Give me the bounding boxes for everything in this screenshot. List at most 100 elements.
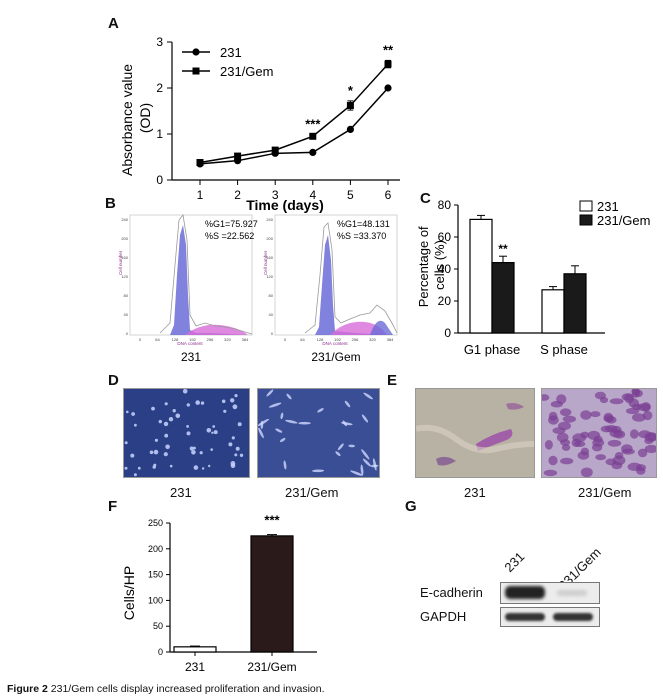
chart-c-y-axis-label: Percentage of cells (%): [416, 223, 447, 308]
cell-body: [283, 460, 287, 470]
chart-a-point-231-gem: [309, 132, 317, 140]
flow-x-tick-label: 64: [300, 337, 305, 342]
invaded-cell: [607, 439, 622, 447]
flow-y-tick-label: 80: [269, 293, 274, 298]
chart-a-legend-label: 231/Gem: [220, 64, 273, 79]
invaded-cell: [631, 388, 641, 398]
invaded-cell: [548, 455, 558, 466]
cell-nucleus: [237, 422, 242, 427]
chart-c-bar-231: [469, 218, 493, 334]
cell-body: [344, 400, 351, 408]
invaded-cell: [613, 430, 626, 439]
flow-xlabel: DNA content: [177, 341, 203, 346]
chart-a-point-231-gem: [346, 101, 354, 109]
cell-nucleus: [175, 413, 181, 419]
cell-nucleus: [131, 412, 135, 416]
g1-peak: [315, 235, 393, 335]
chart-f-y-axis-label: Cells/HP: [121, 566, 137, 620]
cell-body: [317, 408, 324, 413]
flow-histogram-231-gem: %G1=48.131 %S =33.370 Cell number DNA co…: [263, 214, 398, 364]
invaded-cell: [612, 455, 626, 466]
cell-nucleus: [154, 438, 158, 442]
cell-nucleus: [199, 451, 203, 455]
raw-trace: [304, 222, 398, 334]
cell-nucleus: [158, 419, 162, 424]
invasion-dense: [538, 387, 659, 478]
cell-body: [298, 421, 311, 425]
cell-nucleus: [230, 461, 236, 466]
s-percent: %S =22.562: [205, 231, 254, 241]
micrograph-d-231-gem: [257, 388, 380, 478]
cell-elongated: [257, 389, 379, 476]
chart-a-point-231: [309, 148, 317, 156]
invaded-cell: [543, 469, 558, 477]
cell-nucleus: [153, 449, 159, 455]
cell-body: [260, 420, 264, 430]
invaded-cell: [595, 454, 607, 461]
flow-y-tick-label: 160: [266, 255, 273, 260]
chart-f-y-tick-label: 200: [148, 544, 163, 554]
panel-label-b: B: [105, 195, 116, 212]
chart-c-x-tick-label: S phase: [540, 342, 588, 357]
chart-a-y-tick-label: 2: [156, 81, 163, 95]
flow-y-tick-label: 0: [271, 331, 274, 336]
flow-y-tick-label: 160: [121, 255, 128, 260]
chart-a-x-tick-label: 4: [309, 188, 316, 202]
chart-a-legend-label: 231: [220, 45, 242, 60]
invaded-cell: [560, 439, 571, 446]
flow-y-tick-label: 80: [124, 293, 129, 298]
chart-f-y-tick-label: 0: [158, 647, 163, 657]
chart-a-y-axis-label: Absorbance value (OD): [119, 60, 153, 176]
flow-x-tick-label: 128: [317, 337, 324, 342]
chart-c-bar-231-gem: [491, 261, 515, 334]
cell-nucleus: [193, 465, 199, 470]
chart-f-y-tick-label: 150: [148, 570, 163, 580]
chart-a-legend-marker: [192, 67, 200, 75]
blot-lane-231: 231: [501, 549, 528, 575]
raw-trace: [159, 214, 253, 335]
flow-x-tick-label: 192: [189, 337, 196, 342]
invaded-cell: [556, 394, 567, 405]
cell-nucleus: [172, 409, 176, 413]
blot-row-gapdh: [500, 607, 600, 627]
cell-nucleus: [133, 473, 137, 477]
flow-panel: %G1=75.927 %S =22.562 Cell number DNA co…: [110, 205, 400, 365]
cell-nucleus: [126, 410, 129, 414]
figure-caption: Figure 2 231/Gem cells display increased…: [7, 683, 325, 695]
cell-nucleus: [186, 431, 191, 436]
panel-label-f: F: [108, 498, 118, 515]
cell-nucleus: [221, 399, 226, 404]
chart-c-significance: **: [498, 242, 508, 256]
flow-x-tick-label: 256: [352, 337, 359, 342]
flow-y-tick-label: 120: [266, 274, 273, 279]
cell-body: [285, 419, 298, 424]
chart-f-y-tick-label: 250: [148, 518, 163, 528]
g1-percent: %G1=75.927: [205, 219, 258, 229]
chart-c-y-tick-label: 80: [438, 198, 452, 212]
cell-body: [257, 418, 270, 427]
chart-a-x-tick-label: 1: [197, 188, 204, 202]
chart-c-y-tick-label: 60: [438, 230, 452, 244]
cell-nucleus: [163, 452, 168, 457]
flow-label-231-gem: 231/Gem: [311, 350, 360, 364]
chart-c-y-axis-label-line2: cells (%): [432, 240, 447, 290]
blot-band-e-cadherin-231: [505, 586, 545, 599]
panel-label-d: D: [108, 372, 119, 389]
flow-xlabel: DNA content: [322, 341, 348, 346]
cell-nucleus: [200, 401, 205, 405]
chart-c-y-tick-label: 40: [438, 262, 452, 276]
chart-c-y-axis-label-line1: Percentage of: [416, 226, 431, 307]
cell-body: [266, 389, 274, 397]
invaded-cell: [544, 440, 553, 450]
chart-a-line-231: [199, 87, 389, 165]
flow-y-tick-label: 200: [266, 236, 273, 241]
invaded-cell: [644, 444, 659, 454]
chart-a-y-tick-label: 1: [156, 127, 163, 141]
flow-x-tick-label: 320: [369, 337, 376, 342]
panel-label-a: A: [108, 15, 119, 32]
invaded-cell: [606, 416, 617, 424]
invaded-cell: [561, 444, 571, 451]
flow-x-tick-label: 192: [334, 337, 341, 342]
invaded-cell: [627, 462, 642, 471]
